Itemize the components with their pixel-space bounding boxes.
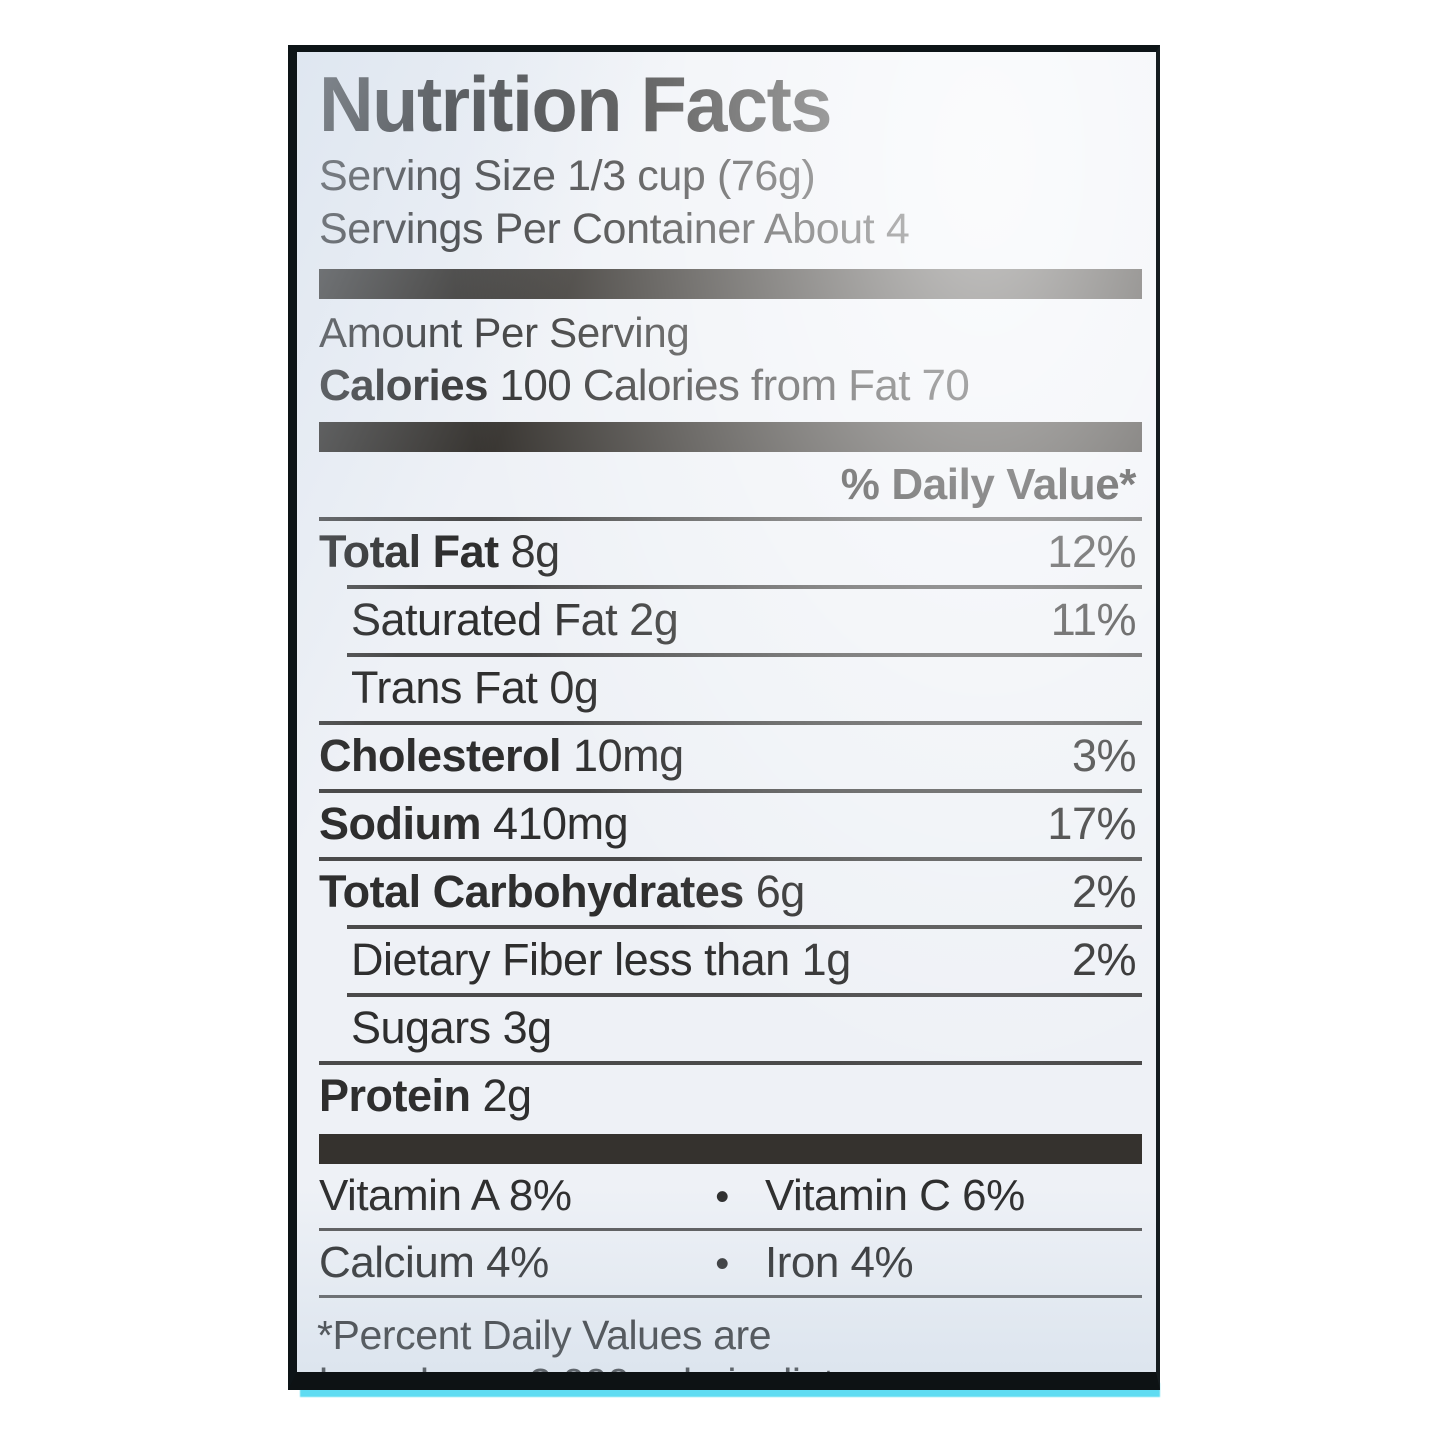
vitamin-left-value: Calcium 4% bbox=[319, 1238, 549, 1288]
vitamin-row: Vitamin A 8% • Vitamin C 6% bbox=[319, 1171, 1142, 1221]
nutrient-name-amount: Protein 2g bbox=[319, 1070, 532, 1122]
divider-bar-top bbox=[319, 269, 1142, 300]
nutrient-row-divider bbox=[319, 789, 1142, 794]
nutrient-row: Total Carbohydrates 6g 2% bbox=[319, 866, 1142, 918]
nutrient-row-divider bbox=[347, 925, 1142, 930]
amount-per-serving-label: Amount Per Serving bbox=[319, 309, 690, 357]
nutrient-row-divider bbox=[347, 653, 1142, 658]
calories-row: Calories 100 Calories from Fat 70 bbox=[319, 361, 1142, 411]
nutrition-facts-panel: Nutrition Facts Serving Size 1/3 cup (76… bbox=[297, 52, 1156, 1372]
nutrient-row-divider bbox=[319, 721, 1142, 726]
bullet-separator-icon: • bbox=[715, 1175, 729, 1220]
nutrient-daily-value: 17% bbox=[1047, 798, 1136, 850]
nutrient-name-amount: Sugars 3g bbox=[351, 1002, 552, 1054]
divider-bar-vitamins bbox=[319, 1134, 1142, 1165]
footnote-line-2: based on a 2,000 calorie diet. bbox=[319, 1360, 845, 1372]
vitamin-row-divider bbox=[319, 1228, 1142, 1232]
nutrient-row-divider bbox=[319, 1061, 1142, 1066]
nutrient-row-divider bbox=[347, 585, 1142, 590]
nutrient-name-amount: Trans Fat 0g bbox=[351, 662, 599, 714]
vitamin-right-value: Vitamin C 6% bbox=[765, 1171, 1025, 1221]
daily-value-footnote: *Percent Daily Values are based on a 2,0… bbox=[317, 1312, 1142, 1372]
nutrient-list: Total Fat 8g 12% Saturated Fat 2g 11% Trans … bbox=[319, 526, 1142, 1122]
nutrient-row: Protein 2g bbox=[319, 1070, 1142, 1122]
nutrient-daily-value: 11% bbox=[1050, 594, 1137, 646]
daily-value-header: % Daily Value* bbox=[840, 460, 1137, 510]
vitamin-list: Vitamin A 8% • Vitamin C 6% Calcium 4% • Iron… bbox=[319, 1171, 1142, 1288]
nutrient-daily-value: 2% bbox=[1071, 866, 1137, 918]
nutrition-facts-title: Nutrition Facts bbox=[319, 60, 832, 148]
divider-bar-daily-value bbox=[319, 422, 1142, 453]
footnote-line-1: *Percent Daily Values are bbox=[317, 1312, 772, 1359]
nutrient-daily-value: 3% bbox=[1071, 730, 1137, 782]
nutrient-daily-value: 12% bbox=[1047, 526, 1136, 578]
nutrient-name-amount: Cholesterol 10mg bbox=[319, 730, 684, 782]
nutrient-name-amount: Dietary Fiber less than 1g bbox=[351, 934, 851, 986]
rule-above-nutrients bbox=[319, 517, 1142, 522]
nutrient-name-amount: Total Carbohydrates 6g bbox=[319, 866, 805, 918]
nutrient-row: Total Fat 8g 12% bbox=[319, 526, 1142, 578]
nutrient-row: Trans Fat 0g bbox=[319, 662, 1142, 714]
nutrient-row: Sugars 3g bbox=[319, 1002, 1142, 1054]
servings-per-container-text: Servings Per Container About 4 bbox=[319, 204, 910, 253]
vitamin-left-value: Vitamin A 8% bbox=[319, 1171, 572, 1221]
calories-value: 100 bbox=[499, 361, 572, 411]
nutrition-facts-label: Nutrition Facts Serving Size 1/3 cup (76… bbox=[288, 45, 1160, 1390]
nutrient-name-amount: Sodium 410mg bbox=[319, 798, 629, 850]
calories-label: Calories bbox=[319, 361, 488, 411]
nutrient-daily-value: 2% bbox=[1071, 934, 1137, 986]
serving-size-text: Serving Size 1/3 cup (76g) bbox=[319, 152, 816, 201]
vitamin-right-value: Iron 4% bbox=[765, 1238, 914, 1288]
vitamin-row: Calcium 4% • Iron 4% bbox=[319, 1238, 1142, 1288]
nutrient-row: Cholesterol 10mg 3% bbox=[319, 730, 1142, 782]
nutrient-row: Saturated Fat 2g 11% bbox=[319, 594, 1142, 646]
rule-above-footnote bbox=[319, 1295, 1142, 1299]
nutrient-name-amount: Saturated Fat 2g bbox=[351, 594, 679, 646]
nutrient-name-amount: Total Fat 8g bbox=[319, 526, 560, 578]
nutrient-row: Dietary Fiber less than 1g 2% bbox=[319, 934, 1142, 986]
nutrient-row: Sodium 410mg 17% bbox=[319, 798, 1142, 850]
nutrient-row-divider bbox=[347, 993, 1142, 998]
calories-from-fat: Calories from Fat 70 bbox=[582, 361, 970, 411]
nutrient-row-divider bbox=[319, 857, 1142, 862]
bullet-separator-icon: • bbox=[715, 1242, 729, 1287]
